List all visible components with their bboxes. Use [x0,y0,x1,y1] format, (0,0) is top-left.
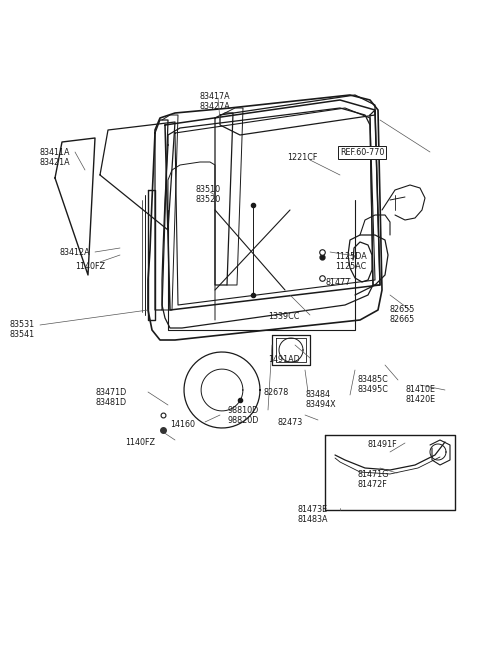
Text: 81477: 81477 [325,278,350,287]
Text: 98810D
98820D: 98810D 98820D [228,406,259,425]
Text: 1140FZ: 1140FZ [75,262,105,271]
Text: 14160: 14160 [170,420,195,429]
Text: 83484
83494X: 83484 83494X [305,390,336,409]
Text: 81491F: 81491F [368,440,397,449]
Text: 83510
83520: 83510 83520 [195,185,220,205]
Text: 82655
82665: 82655 82665 [390,305,415,325]
Text: 83411A
83421A: 83411A 83421A [40,148,71,167]
Text: 1491AD: 1491AD [268,355,300,364]
Text: 1221CF: 1221CF [287,153,317,162]
Text: 1339CC: 1339CC [268,312,300,321]
Text: 83485C
83495C: 83485C 83495C [358,375,389,394]
Text: 1125DA
1125AC: 1125DA 1125AC [335,252,367,272]
Text: 81473E
81483A: 81473E 81483A [298,505,328,524]
Text: 1140FZ: 1140FZ [125,438,155,447]
Text: 83531
83541: 83531 83541 [10,320,35,339]
Text: 82473: 82473 [278,418,303,427]
Text: 81471G
81472F: 81471G 81472F [358,470,389,489]
Text: 83417A
83427A: 83417A 83427A [200,92,231,112]
Text: 82678: 82678 [263,388,288,397]
Text: 83412A: 83412A [60,248,91,257]
Text: 83471D
83481D: 83471D 83481D [95,388,126,407]
Text: REF.60-770: REF.60-770 [340,148,384,157]
Text: 81410E
81420E: 81410E 81420E [405,385,435,404]
